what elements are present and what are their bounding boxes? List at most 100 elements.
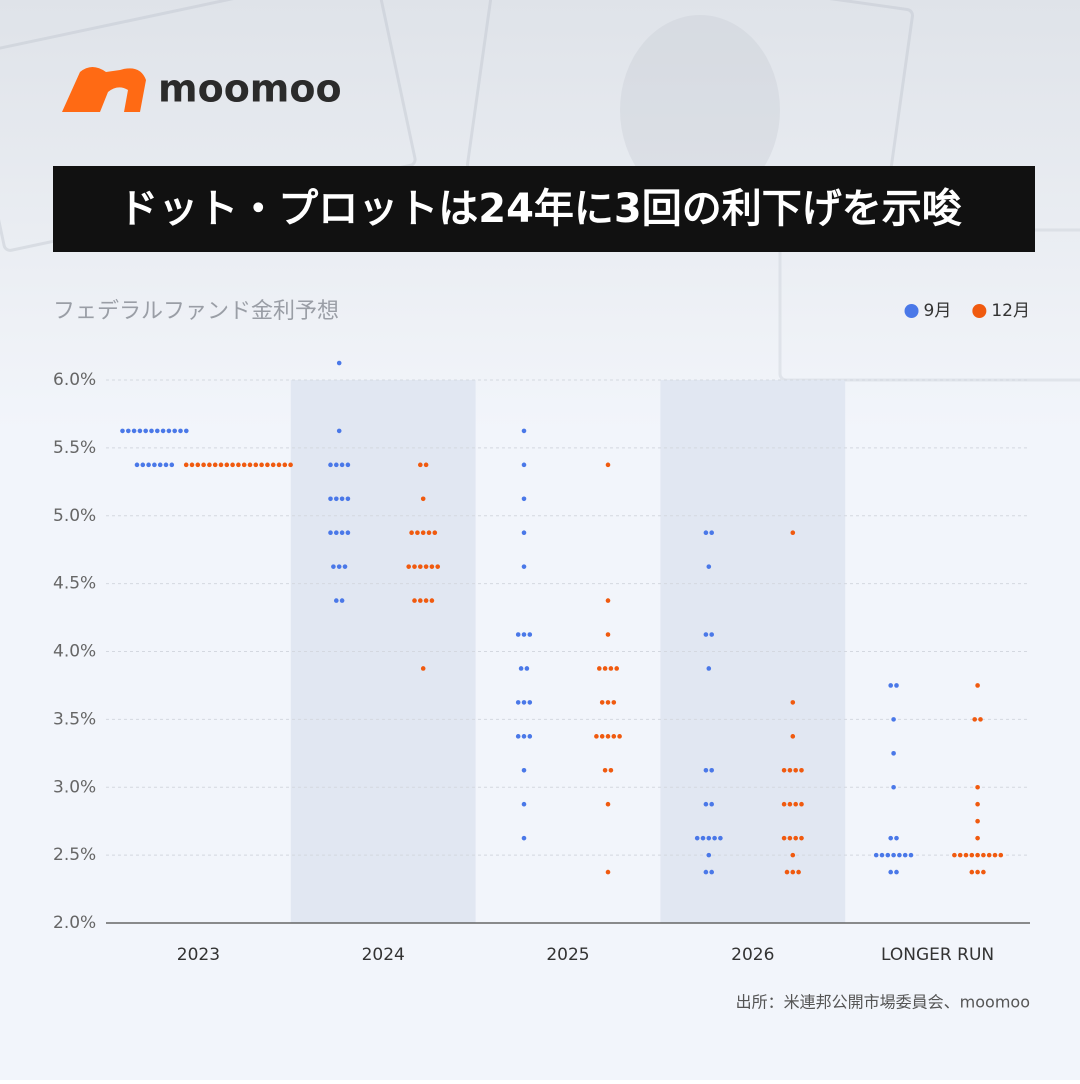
dot (143, 428, 148, 434)
dot (975, 801, 980, 807)
dot (163, 462, 169, 468)
dot (605, 598, 611, 603)
dot (521, 767, 527, 773)
dot (420, 530, 426, 536)
dot (259, 462, 264, 468)
dot (418, 564, 423, 569)
dot (888, 869, 893, 875)
dot (282, 462, 288, 468)
dot (432, 530, 438, 536)
dot (253, 462, 259, 468)
dot (972, 717, 977, 722)
dot (418, 462, 423, 468)
dot (527, 632, 533, 637)
dot (527, 734, 533, 739)
dot (894, 835, 899, 841)
dot (888, 683, 893, 688)
dot (787, 835, 793, 841)
y-tick-label: 4.5% (53, 574, 96, 594)
dot (521, 564, 527, 569)
dot (873, 852, 879, 858)
dot (521, 428, 527, 434)
dot (611, 700, 617, 705)
dot (418, 598, 423, 603)
source-note: 出所：米連邦公開市場委員会、moomoo (736, 993, 1030, 1012)
dot (799, 801, 804, 807)
dot (891, 852, 896, 858)
y-tick-label: 2.5% (53, 845, 96, 865)
dot (957, 852, 963, 858)
dot (412, 564, 417, 569)
dot (521, 462, 527, 468)
dot (981, 869, 986, 875)
dot (515, 632, 521, 637)
dot (241, 462, 247, 468)
dot (521, 530, 527, 536)
dot (134, 462, 140, 468)
dot (183, 462, 189, 468)
dot (429, 564, 435, 569)
dot (334, 496, 339, 502)
dot (703, 767, 709, 773)
y-tick-label: 5.0% (53, 506, 96, 526)
y-tick-label: 2.0% (53, 913, 96, 933)
dot (605, 869, 611, 875)
dot (703, 530, 709, 536)
dot (975, 852, 980, 858)
dot (152, 462, 157, 468)
dot (420, 666, 426, 671)
title-bar (53, 166, 1035, 252)
dot (236, 462, 241, 468)
dot (276, 462, 282, 468)
dot (189, 462, 195, 468)
chart-subtitle: フェデラルファンド金利予想 (53, 299, 339, 324)
dot (998, 852, 1004, 858)
dot (423, 564, 429, 569)
dot (518, 666, 524, 671)
dot (605, 700, 611, 705)
dot (605, 734, 611, 739)
dot (897, 852, 902, 858)
dot (166, 428, 172, 434)
dot (986, 852, 992, 858)
dot (790, 530, 796, 536)
dot (212, 462, 218, 468)
dot (339, 496, 345, 502)
dot (969, 852, 975, 858)
dot (521, 496, 527, 502)
dot (894, 683, 899, 688)
dot (793, 801, 798, 807)
dot (709, 767, 714, 773)
dot (952, 852, 957, 858)
dot (787, 801, 793, 807)
dot (334, 530, 339, 536)
dot (796, 869, 801, 875)
dot (334, 598, 339, 603)
dot (265, 462, 270, 468)
dot (611, 734, 617, 739)
dot (790, 869, 796, 875)
dot (339, 462, 345, 468)
dot (597, 666, 602, 671)
dot (524, 666, 530, 671)
logo-icon (62, 67, 146, 112)
dot (288, 462, 293, 468)
dot (908, 852, 914, 858)
dot (694, 835, 700, 841)
x-tick-label: 2025 (546, 945, 589, 965)
dot (703, 632, 709, 637)
dot (614, 666, 619, 671)
dot (345, 462, 351, 468)
dot (336, 564, 342, 569)
dot (409, 530, 414, 536)
dot (521, 801, 527, 807)
dot (131, 428, 137, 434)
dot (157, 462, 163, 468)
dot (345, 496, 351, 502)
dot (515, 734, 521, 739)
legend-label: 9月 (924, 301, 952, 321)
dot (345, 530, 351, 536)
dot (602, 767, 608, 773)
dot (146, 462, 151, 468)
